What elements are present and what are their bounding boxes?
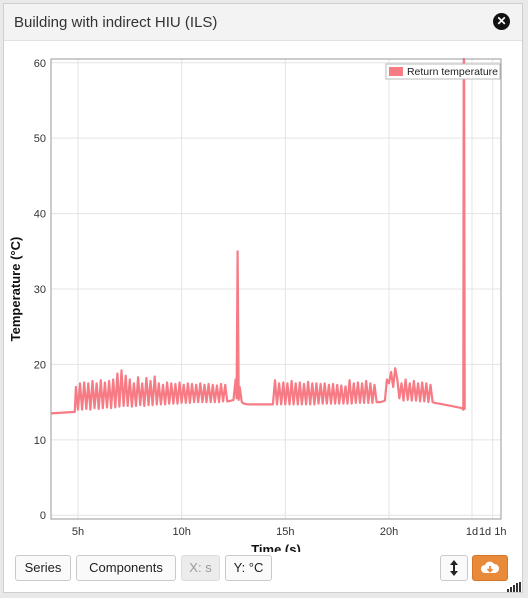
y-unit-button[interactable]: Y: °C: [225, 555, 272, 581]
axes: 0 10 20 30 40 50 60 5h 10h 15h 20h 1d 1d 1h: [34, 58, 507, 538]
temperature-chart: 0 10 20 30 40 50 60 5h 10h 15h 20h 1d 1d 1h Return t…: [8, 57, 507, 552]
x-tick-label: 5h: [72, 526, 84, 538]
x-tick-label: 15h: [276, 526, 294, 538]
plot-border: [50, 58, 502, 520]
x-tick-label: 1d: [466, 526, 478, 538]
y-tick-label: 20: [34, 359, 46, 371]
series-line-return-temperature: [50, 57, 466, 415]
title-bar: Building with indirect HIU (ILS) ✕: [4, 4, 522, 41]
legend-box: [385, 63, 501, 80]
x-axis-label: Time (s): [251, 542, 301, 552]
window-title: Building with indirect HIU (ILS): [14, 14, 218, 31]
series-layer: [50, 57, 466, 415]
x-tick-label: 1d 1h: [479, 526, 507, 538]
chart-window: Building with indirect HIU (ILS) ✕ 0 10 20…: [3, 3, 523, 593]
legend-swatch: [388, 67, 403, 76]
y-tick-label: 40: [34, 209, 46, 221]
y-tick-label: 50: [34, 133, 46, 145]
y-axis-label: Temperature (°C): [8, 237, 23, 342]
x-tick-label: 20h: [380, 526, 398, 538]
series-button[interactable]: Series: [15, 555, 71, 581]
resize-button[interactable]: [440, 555, 468, 581]
signal-bars-icon: [507, 582, 521, 592]
y-tick-label: 10: [34, 435, 46, 447]
legend-label: Return temperature: [407, 66, 498, 78]
y-tick-label: 60: [34, 58, 46, 70]
close-icon[interactable]: ✕: [493, 13, 510, 30]
download-button[interactable]: [472, 555, 508, 581]
vertical-arrows-icon: [450, 560, 458, 576]
grid: [51, 59, 501, 519]
components-button[interactable]: Components: [76, 555, 176, 581]
y-tick-label: 0: [40, 510, 46, 522]
legend: Return temperature: [385, 63, 501, 80]
cloud-download-icon: [481, 561, 500, 573]
x-unit-button: X: s: [181, 555, 220, 581]
y-tick-label: 30: [34, 284, 46, 296]
x-tick-label: 10h: [172, 526, 190, 538]
